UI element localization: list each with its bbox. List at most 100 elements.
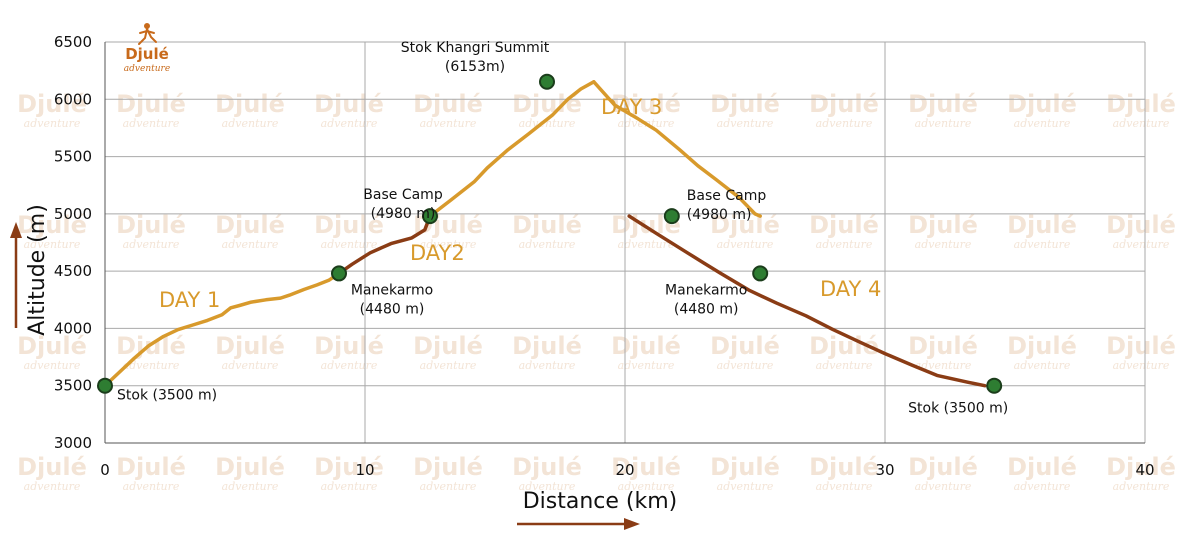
waypoint-label-manekarmo-up: (4480 m): [360, 301, 425, 317]
watermark-subtext: adventure: [618, 480, 675, 493]
watermark-subtext: adventure: [24, 359, 81, 372]
waypoint-marker-manekarmo-down: [752, 265, 769, 282]
watermark-subtext: adventure: [1014, 117, 1071, 130]
logo-figure-icon: [138, 23, 157, 45]
watermark-text: Djulé: [512, 332, 582, 360]
watermark-subtext: adventure: [1113, 238, 1170, 251]
waypoint-marker-base-camp-down: [663, 208, 680, 225]
watermark-subtext: adventure: [321, 480, 378, 493]
watermark-text: Djulé: [1106, 453, 1176, 481]
watermark-subtext: adventure: [1014, 359, 1071, 372]
watermark-subtext: adventure: [1014, 238, 1071, 251]
watermark-subtext: adventure: [519, 117, 576, 130]
watermark-subtext: adventure: [519, 359, 576, 372]
watermark-text: Djulé: [908, 90, 978, 118]
watermark-text: Djulé: [314, 453, 384, 481]
waypoint-label-summit: (6153m): [445, 59, 505, 75]
day-1-label: DAY 1: [159, 288, 220, 312]
watermark-subtext: adventure: [816, 359, 873, 372]
watermark-subtext: adventure: [222, 117, 279, 130]
watermark-subtext: adventure: [321, 117, 378, 130]
watermark-text: Djulé: [116, 90, 186, 118]
y-tick-label: 3000: [54, 434, 92, 452]
watermark-subtext: adventure: [816, 117, 873, 130]
x-tick-label: 20: [615, 461, 634, 479]
watermark-subtext: adventure: [1113, 359, 1170, 372]
watermark-text: Djulé: [809, 453, 879, 481]
waypoint-label-stok-start: Stok (3500 m): [117, 388, 217, 404]
route-line-day-4: [627, 214, 987, 388]
x-axis-title-group: Distance (km): [517, 489, 677, 530]
day-2-label: DAY2: [410, 241, 465, 265]
watermark-subtext: adventure: [717, 480, 774, 493]
watermark-subtext: adventure: [717, 359, 774, 372]
watermark-subtext: adventure: [24, 238, 81, 251]
logo: Djulé adventure: [124, 23, 170, 74]
waypoint-marker-stok-end: [986, 377, 1003, 394]
watermark-subtext: adventure: [915, 480, 972, 493]
day-labels: DAY 1 DAY2 DAY 3 DAY 4: [159, 95, 881, 312]
waypoint-label-base-camp-up: (4980 m): [371, 206, 436, 222]
watermark-text: Djulé: [413, 90, 483, 118]
watermark-text: Djulé: [1106, 90, 1176, 118]
watermark-subtext: adventure: [321, 238, 378, 251]
watermark-subtext: adventure: [915, 117, 972, 130]
watermark-text: Djulé: [809, 211, 879, 239]
watermark-text: Djulé: [611, 332, 681, 360]
watermark-text: Djulé: [512, 211, 582, 239]
chart-grid: [105, 41, 1146, 443]
y-tick-label: 3500: [54, 377, 92, 395]
watermark-text: Djulé: [314, 211, 384, 239]
watermark-subtext: adventure: [222, 480, 279, 493]
waypoints: [97, 73, 1003, 394]
watermark-text: Djulé: [908, 453, 978, 481]
x-tick-label: 40: [1135, 461, 1154, 479]
watermark-subtext: adventure: [420, 359, 477, 372]
route-line-day-1: [103, 271, 341, 388]
x-tick-label: 10: [355, 461, 374, 479]
watermark-text: Djulé: [116, 453, 186, 481]
x-axis-arrow-icon: [517, 518, 640, 530]
watermark-pattern: DjuléadventureDjuléadventureDjuléadventu…: [17, 90, 1176, 493]
waypoint-label-summit: Stok Khangri Summit: [401, 40, 550, 56]
watermark-text: Djulé: [710, 332, 780, 360]
waypoint-label-base-camp-down: Base Camp: [687, 188, 767, 204]
watermark-text: Djulé: [413, 332, 483, 360]
waypoint-label-base-camp-up: Base Camp: [363, 187, 443, 203]
watermark-text: Djulé: [512, 453, 582, 481]
route-line-day2: [337, 214, 432, 276]
watermark-text: Djulé: [710, 90, 780, 118]
y-axis-title-group: Altitude (m): [10, 204, 50, 336]
route-line-day-3-ascent-: [428, 80, 596, 218]
waypoint-label-manekarmo-down: Manekarmo: [665, 282, 747, 298]
watermark-text: Djulé: [413, 453, 483, 481]
watermark-subtext: adventure: [915, 359, 972, 372]
logo-subtext: adventure: [124, 64, 170, 74]
waypoint-label-base-camp-down: (4980 m): [687, 207, 752, 223]
watermark-text: Djulé: [809, 90, 879, 118]
watermark-text: Djulé: [908, 332, 978, 360]
waypoint-marker-stok-start: [97, 377, 113, 394]
watermark-text: Djulé: [17, 211, 87, 239]
watermark-subtext: adventure: [915, 238, 972, 251]
y-tick-label: 5500: [54, 148, 92, 166]
waypoint-label-stok-end: Stok (3500 m): [908, 401, 1008, 417]
watermark-text: Djulé: [1106, 211, 1176, 239]
waypoint-marker-manekarmo-up: [331, 265, 347, 282]
watermark-text: Djulé: [710, 211, 780, 239]
watermark-subtext: adventure: [222, 359, 279, 372]
y-tick-label: 5000: [54, 205, 92, 223]
y-axis-arrow-icon: [10, 222, 22, 328]
watermark-subtext: adventure: [717, 117, 774, 130]
x-axis-title: Distance (km): [523, 489, 678, 514]
watermark-subtext: adventure: [123, 117, 180, 130]
watermark-text: Djulé: [512, 90, 582, 118]
watermark-text: Djulé: [215, 332, 285, 360]
watermark-subtext: adventure: [618, 238, 675, 251]
watermark-subtext: adventure: [816, 480, 873, 493]
watermark-text: Djulé: [215, 453, 285, 481]
y-tick-label: 6500: [54, 33, 92, 51]
watermark-text: Djulé: [611, 453, 681, 481]
watermark-text: Djulé: [215, 90, 285, 118]
